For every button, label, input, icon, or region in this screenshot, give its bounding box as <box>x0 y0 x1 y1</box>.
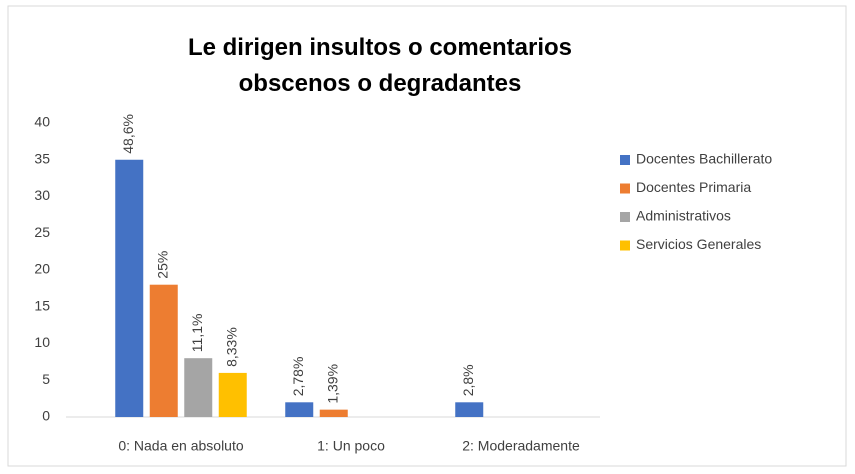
x-tick-label: 2: Moderadamente <box>462 438 580 454</box>
y-tick-label: 35 <box>34 150 50 166</box>
legend-label: Docentes Bachillerato <box>636 151 772 167</box>
chart-border <box>7 5 847 467</box>
bar <box>218 372 247 417</box>
data-label: 8,33% <box>223 327 239 367</box>
y-tick-label: 5 <box>42 371 50 387</box>
data-label: 2,78% <box>290 357 306 397</box>
y-tick-label: 25 <box>34 224 50 240</box>
data-label: 1,39% <box>324 364 340 404</box>
chart-title: Le dirigen insultos o comentarios obscen… <box>187 34 573 97</box>
bar <box>115 159 144 417</box>
legend-label: Servicios Generales <box>636 236 761 252</box>
legend-swatch <box>620 183 630 194</box>
data-label: 25% <box>154 251 170 279</box>
legend-swatch <box>620 212 630 222</box>
bar <box>319 409 348 417</box>
bar <box>184 358 213 417</box>
bar <box>149 284 178 417</box>
y-tick-label: 15 <box>34 297 50 313</box>
legend-label: Administrativos <box>636 208 731 224</box>
legend-label: Docentes Primaria <box>636 179 751 195</box>
x-tick-label: 1: Un poco <box>317 438 385 454</box>
y-tick-label: 30 <box>34 187 50 203</box>
y-tick-label: 10 <box>34 334 50 350</box>
data-label: 2,8% <box>460 364 476 396</box>
bar <box>455 402 484 417</box>
x-tick-label: 0: Nada en absoluto <box>118 438 244 454</box>
legend-swatch <box>620 155 630 165</box>
legend-swatch <box>620 240 630 251</box>
y-tick-label: 40 <box>34 114 50 130</box>
bar <box>285 402 314 417</box>
data-label: 11,1% <box>189 314 205 353</box>
y-tick-label: 20 <box>34 261 50 277</box>
y-tick-label: 0 <box>42 408 50 424</box>
data-label: 48,6% <box>120 114 136 154</box>
